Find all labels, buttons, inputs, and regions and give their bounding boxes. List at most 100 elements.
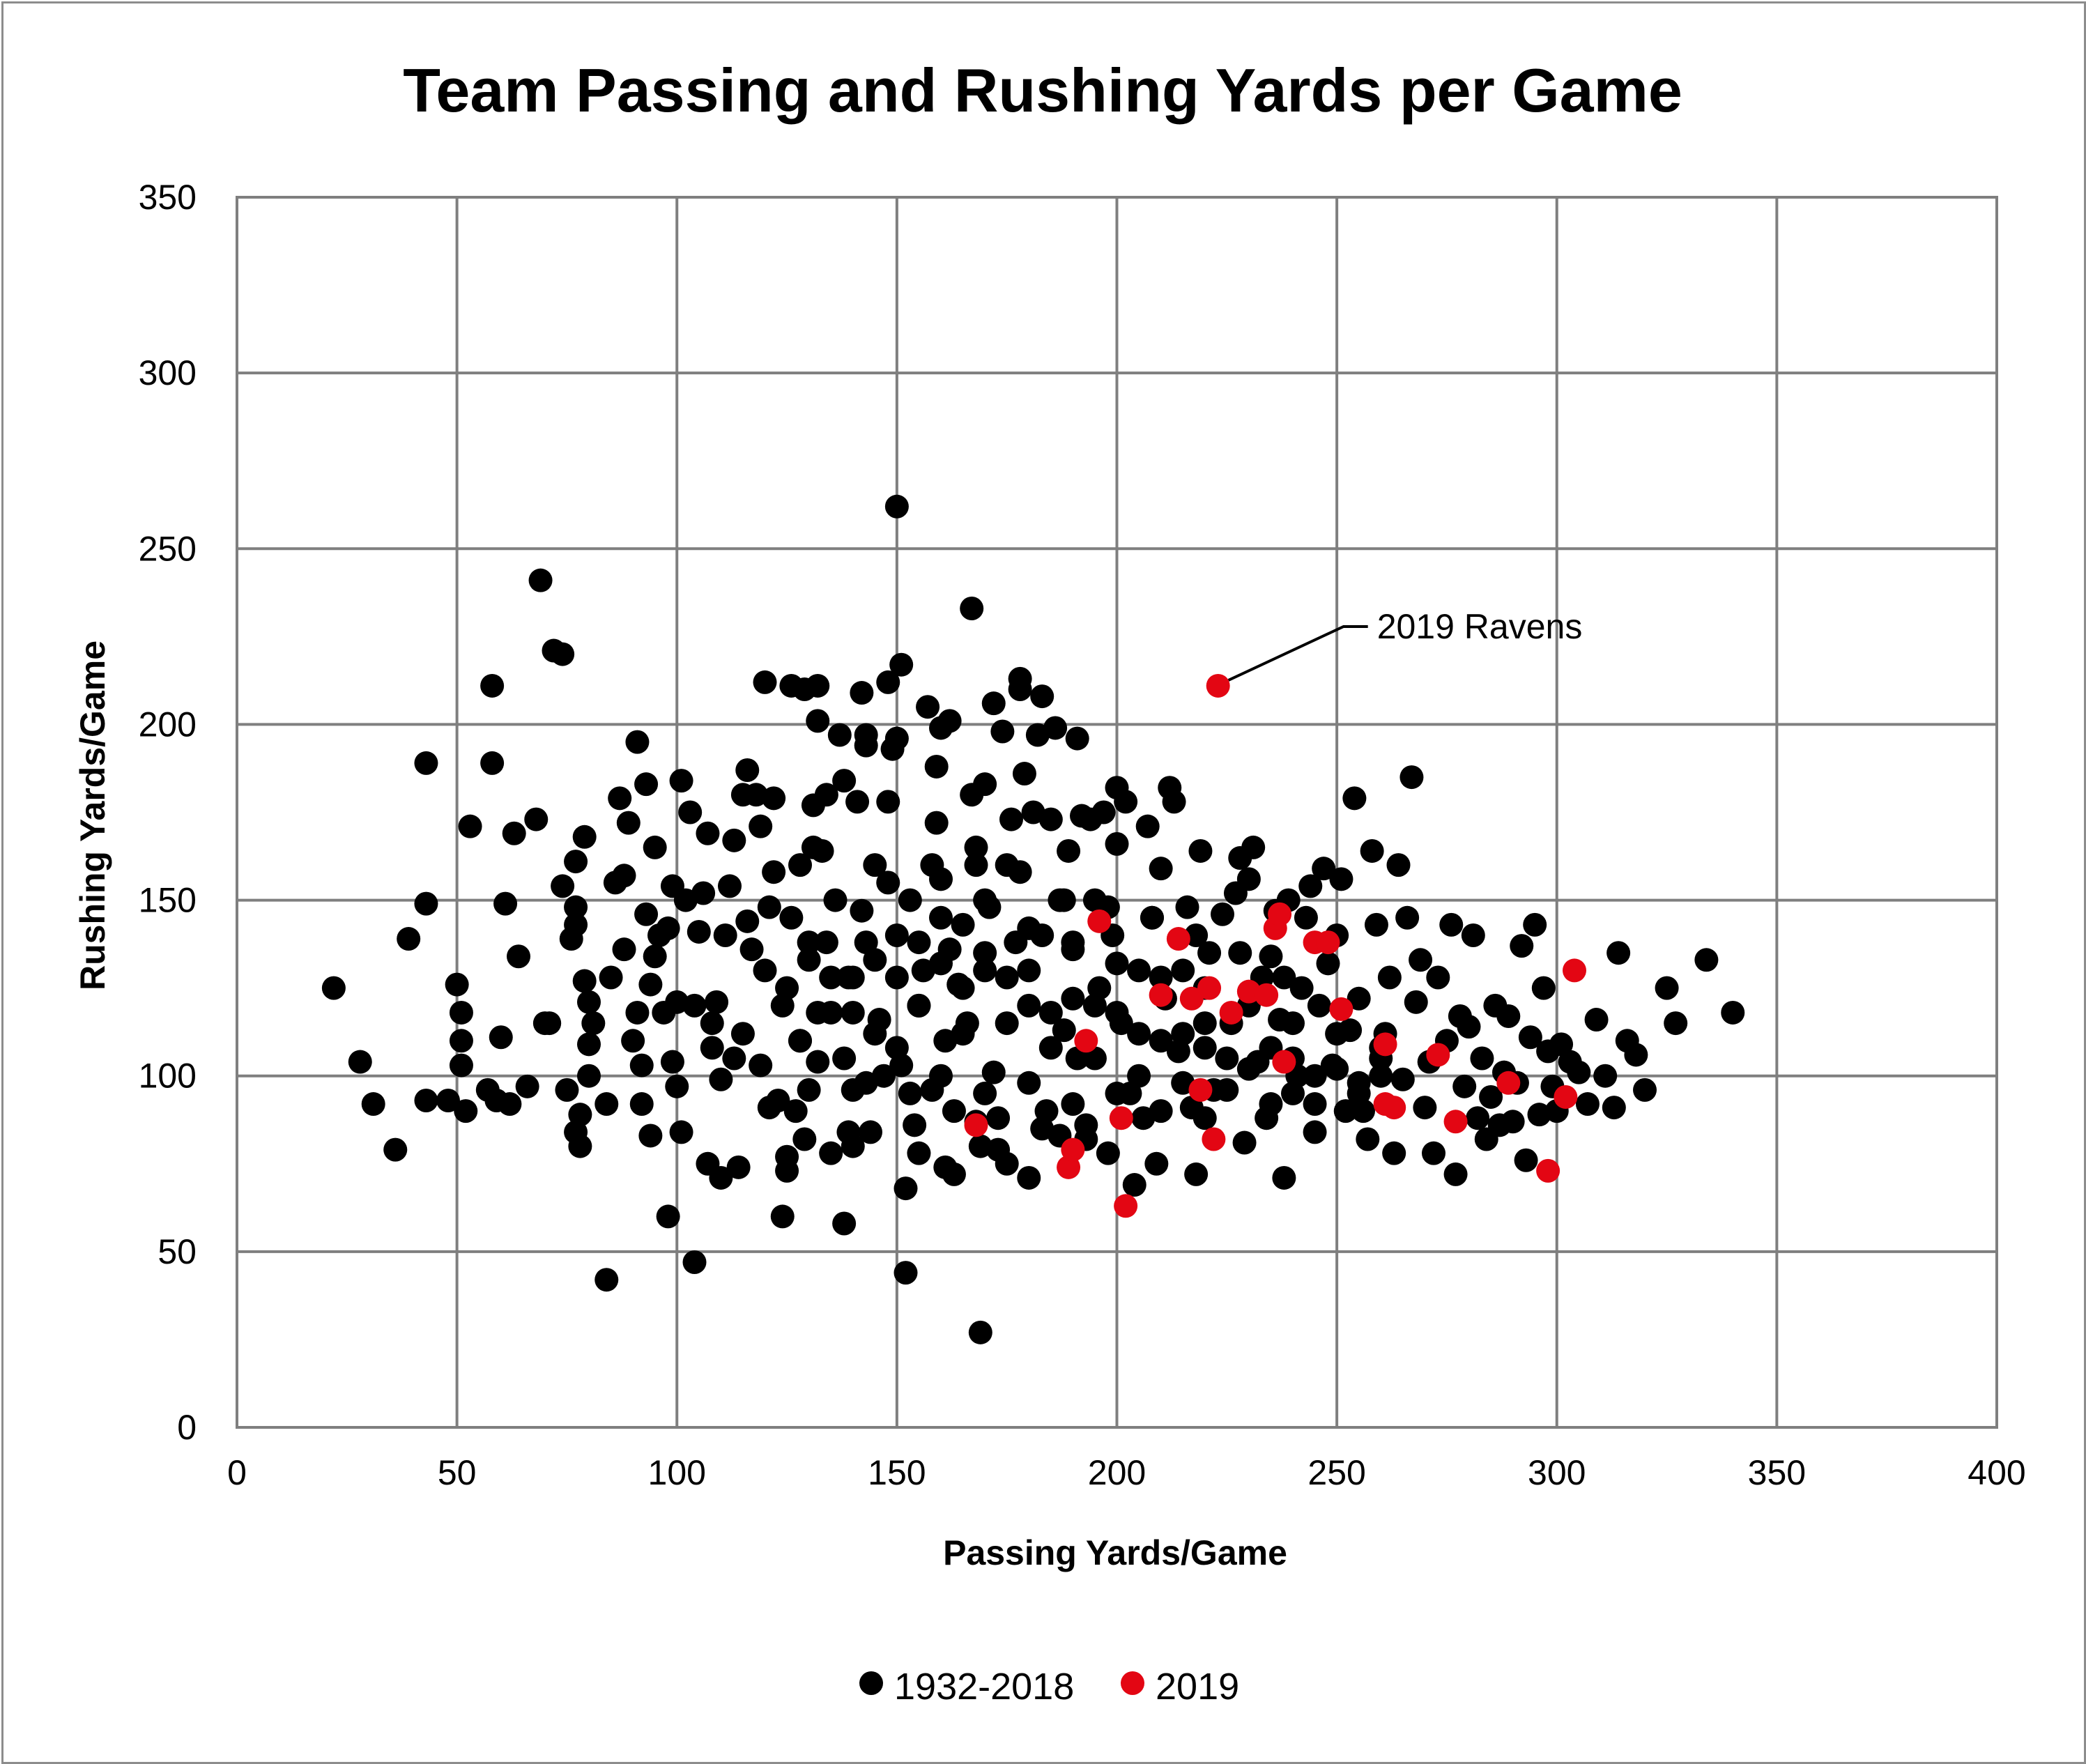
data-point[interactable] bbox=[1606, 941, 1631, 965]
data-point[interactable] bbox=[551, 642, 575, 666]
data-point[interactable] bbox=[564, 895, 588, 919]
data-point[interactable] bbox=[1091, 800, 1116, 825]
data-point[interactable] bbox=[696, 821, 720, 845]
data-point[interactable] bbox=[1030, 1117, 1054, 1141]
data-point[interactable] bbox=[691, 881, 716, 905]
data-point[interactable] bbox=[1008, 677, 1032, 701]
data-point[interactable] bbox=[951, 912, 975, 937]
data-point[interactable] bbox=[968, 1134, 992, 1158]
data-point[interactable] bbox=[884, 923, 909, 947]
data-point[interactable] bbox=[656, 1204, 680, 1229]
data-point[interactable] bbox=[1356, 1127, 1380, 1151]
data-point[interactable] bbox=[1038, 1036, 1063, 1060]
data-point[interactable] bbox=[1255, 983, 1279, 1007]
data-point[interactable] bbox=[480, 673, 505, 698]
data-point[interactable] bbox=[1114, 1194, 1138, 1218]
data-point[interactable] bbox=[951, 976, 975, 1000]
data-point[interactable] bbox=[1281, 1011, 1305, 1036]
data-point[interactable] bbox=[489, 1025, 513, 1050]
data-point[interactable] bbox=[507, 944, 530, 969]
data-point[interactable] bbox=[1140, 905, 1164, 930]
data-point[interactable] bbox=[1215, 1046, 1239, 1071]
data-point[interactable] bbox=[797, 1077, 821, 1102]
data-point[interactable] bbox=[1364, 912, 1388, 937]
data-point[interactable] bbox=[436, 1089, 460, 1113]
data-point[interactable] bbox=[397, 927, 421, 951]
data-point[interactable] bbox=[572, 969, 597, 993]
data-point[interactable] bbox=[863, 853, 887, 877]
data-point[interactable] bbox=[753, 958, 777, 983]
data-point[interactable] bbox=[841, 1134, 865, 1158]
data-point[interactable] bbox=[1017, 1165, 1041, 1190]
data-point[interactable] bbox=[757, 895, 781, 919]
data-point[interactable] bbox=[568, 1134, 592, 1158]
data-point[interactable] bbox=[564, 850, 588, 874]
data-point[interactable] bbox=[1179, 986, 1204, 1011]
data-point[interactable] bbox=[1325, 1022, 1349, 1046]
data-point[interactable] bbox=[964, 853, 988, 877]
data-point[interactable] bbox=[806, 709, 830, 733]
data-point[interactable] bbox=[458, 814, 482, 838]
data-point[interactable] bbox=[1426, 965, 1450, 990]
data-point[interactable] bbox=[1030, 684, 1054, 709]
data-point[interactable] bbox=[1087, 909, 1112, 933]
data-point[interactable] bbox=[1413, 1096, 1437, 1120]
data-point[interactable] bbox=[832, 769, 857, 793]
data-point[interactable] bbox=[1184, 923, 1209, 947]
data-point[interactable] bbox=[907, 993, 931, 1018]
data-point[interactable] bbox=[981, 691, 1006, 716]
data-point[interactable] bbox=[687, 919, 711, 944]
data-point[interactable] bbox=[1382, 1096, 1406, 1120]
data-point[interactable] bbox=[1114, 790, 1138, 814]
data-point[interactable] bbox=[1061, 986, 1085, 1011]
data-point[interactable] bbox=[414, 1089, 438, 1113]
data-point[interactable] bbox=[1303, 1120, 1327, 1144]
data-point[interactable] bbox=[788, 1029, 812, 1053]
data-point[interactable] bbox=[929, 951, 953, 976]
data-point[interactable] bbox=[797, 948, 821, 972]
data-point[interactable] bbox=[1342, 786, 1367, 811]
data-point[interactable] bbox=[968, 1320, 992, 1344]
data-point[interactable] bbox=[806, 1000, 830, 1025]
data-point[interactable] bbox=[1017, 958, 1041, 983]
data-point[interactable] bbox=[854, 1071, 878, 1095]
data-point[interactable] bbox=[449, 1053, 473, 1077]
data-point[interactable] bbox=[775, 1158, 799, 1183]
data-point[interactable] bbox=[876, 790, 900, 814]
data-point[interactable] bbox=[625, 730, 650, 754]
data-point[interactable] bbox=[449, 1000, 473, 1025]
data-point[interactable] bbox=[1584, 1008, 1609, 1032]
data-point[interactable] bbox=[1008, 860, 1032, 884]
data-point[interactable] bbox=[739, 937, 764, 962]
data-point[interactable] bbox=[1390, 1067, 1415, 1091]
data-point[interactable] bbox=[907, 930, 931, 955]
data-point[interactable] bbox=[1527, 1103, 1551, 1127]
data-point[interactable] bbox=[1082, 1046, 1107, 1071]
data-point[interactable] bbox=[537, 1011, 562, 1036]
data-point[interactable] bbox=[1192, 1011, 1217, 1036]
data-point[interactable] bbox=[1373, 1032, 1397, 1057]
data-point[interactable] bbox=[718, 874, 742, 898]
data-point[interactable] bbox=[1272, 1050, 1296, 1074]
data-point[interactable] bbox=[806, 673, 830, 698]
data-point[interactable] bbox=[990, 719, 1015, 744]
data-point[interactable] bbox=[1043, 716, 1068, 740]
data-point[interactable] bbox=[595, 1268, 619, 1292]
data-point[interactable] bbox=[638, 972, 663, 997]
data-point[interactable] bbox=[995, 965, 1019, 990]
data-point[interactable] bbox=[643, 944, 667, 969]
data-point[interactable] bbox=[678, 800, 703, 825]
data-point[interactable] bbox=[960, 597, 984, 621]
data-point[interactable] bbox=[973, 941, 997, 965]
data-point[interactable] bbox=[629, 1092, 654, 1117]
data-point[interactable] bbox=[1466, 1106, 1490, 1130]
data-point[interactable] bbox=[942, 1099, 966, 1123]
data-point[interactable] bbox=[1422, 1141, 1445, 1165]
data-point[interactable] bbox=[1149, 1029, 1173, 1053]
data-point[interactable] bbox=[1307, 993, 1331, 1018]
data-point[interactable] bbox=[1206, 673, 1230, 698]
data-point[interactable] bbox=[643, 835, 667, 859]
data-point[interactable] bbox=[621, 1029, 645, 1053]
data-point[interactable] bbox=[414, 751, 438, 775]
data-point[interactable] bbox=[1219, 1000, 1243, 1025]
